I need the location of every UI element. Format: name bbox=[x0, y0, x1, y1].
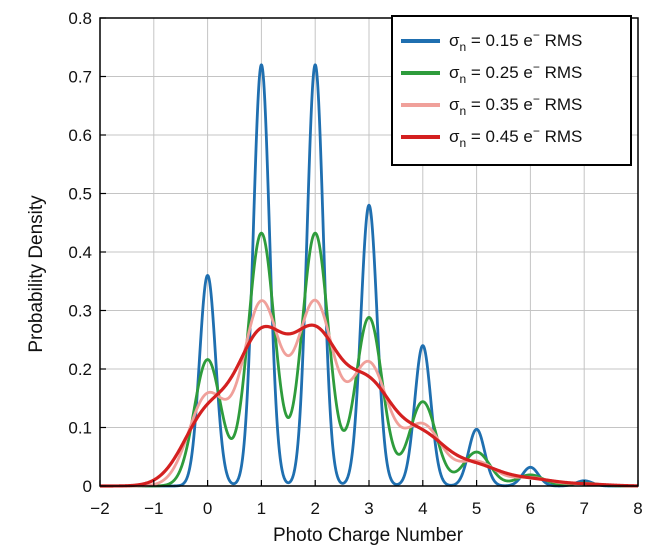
x-tick-label: 3 bbox=[364, 499, 373, 518]
legend-label: σn = 0.15 e− RMS bbox=[449, 28, 582, 54]
legend: σn = 0.15 e− RMS σn = 0.25 e− RMS σn = 0.3… bbox=[391, 15, 632, 166]
y-tick-label: 0.5 bbox=[68, 185, 92, 204]
x-axis-title: Photo Charge Number bbox=[273, 525, 464, 546]
y-tick-label: 0.3 bbox=[68, 302, 92, 321]
y-tick-label: 0.8 bbox=[68, 9, 92, 28]
x-tick-labels: −2 −1 0 1 2 3 4 5 6 7 8 bbox=[90, 499, 642, 518]
legend-label: σn = 0.35 e− RMS bbox=[449, 92, 582, 118]
series-line-4 bbox=[98, 323, 640, 488]
x-tick-label: 5 bbox=[472, 499, 481, 518]
x-tick-label: −1 bbox=[144, 499, 163, 518]
x-tick-label: 7 bbox=[579, 499, 588, 518]
y-tick-label: 0.4 bbox=[68, 243, 92, 262]
y-tick-label: 0.1 bbox=[68, 419, 92, 438]
tick-marks bbox=[99, 17, 639, 487]
legend-label: σn = 0.25 e− RMS bbox=[449, 60, 582, 86]
legend-entries: σn = 0.15 e− RMS σn = 0.25 e− RMS σn = 0.3… bbox=[401, 28, 582, 150]
y-tick-labels: 0 0.1 0.2 0.3 0.4 0.5 0.6 0.7 0.8 bbox=[68, 9, 92, 496]
y-axis-title: Probability Density bbox=[26, 195, 47, 353]
y-tick-label: 0.2 bbox=[68, 360, 92, 379]
y-tick-label: 0.7 bbox=[68, 68, 92, 87]
y-tick-label: 0 bbox=[83, 477, 92, 496]
x-tick-label: 1 bbox=[257, 499, 266, 518]
series-line-1 bbox=[98, 63, 640, 488]
x-tick-label: −2 bbox=[90, 499, 109, 518]
series-lines bbox=[98, 63, 640, 488]
x-tick-label: 2 bbox=[310, 499, 319, 518]
y-tick-label: 0.6 bbox=[68, 126, 92, 145]
x-tick-label: 8 bbox=[633, 499, 642, 518]
x-tick-label: 0 bbox=[203, 499, 212, 518]
x-tick-label: 6 bbox=[526, 499, 535, 518]
x-tick-label: 4 bbox=[418, 499, 427, 518]
legend-label: σn = 0.45 e− RMS bbox=[449, 124, 582, 150]
